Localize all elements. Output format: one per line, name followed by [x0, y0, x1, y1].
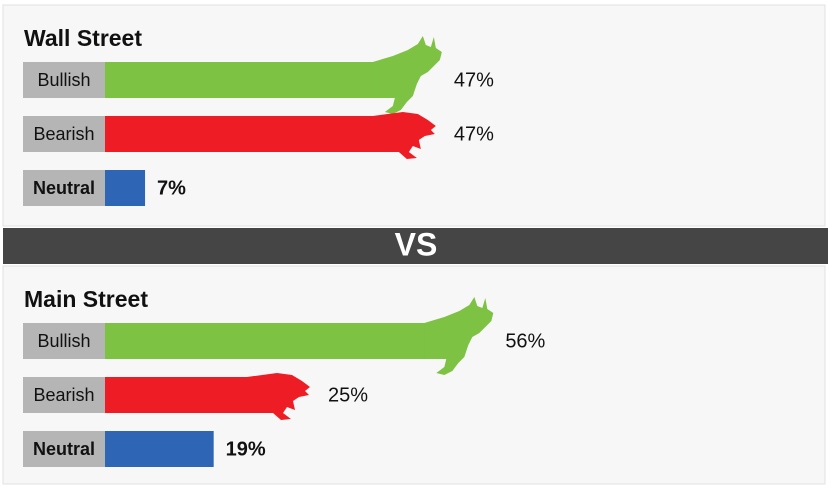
category-box — [23, 62, 105, 98]
category-box — [23, 170, 105, 206]
category-label: Bearish — [33, 124, 94, 144]
value-label: 56% — [505, 330, 545, 352]
bar — [105, 323, 426, 359]
category-label: Neutral — [33, 178, 95, 198]
category-box — [23, 431, 105, 467]
panel-title: Wall Street — [24, 25, 142, 51]
category-label: Bullish — [37, 331, 90, 351]
bar — [105, 116, 374, 152]
bear-icon — [247, 373, 310, 420]
separator-band — [3, 228, 828, 264]
bar — [105, 431, 214, 467]
value-label: 25% — [328, 384, 368, 406]
bull-icon — [424, 297, 494, 375]
value-label: 47% — [454, 69, 494, 91]
separator-text: VS — [395, 226, 438, 262]
category-label: Bullish — [37, 70, 90, 90]
bar — [105, 377, 248, 413]
category-box — [23, 116, 105, 152]
bear-icon — [372, 112, 436, 159]
bar — [105, 62, 374, 98]
value-label: 7% — [157, 177, 186, 199]
value-label: 47% — [454, 123, 494, 145]
bar — [105, 170, 146, 206]
value-label: 19% — [226, 438, 266, 460]
panel-title: Main Street — [24, 286, 148, 312]
category-label: Bearish — [33, 385, 94, 405]
category-label: Neutral — [33, 439, 95, 459]
category-box — [23, 323, 105, 359]
category-box — [23, 377, 105, 413]
bull-icon — [372, 36, 442, 114]
